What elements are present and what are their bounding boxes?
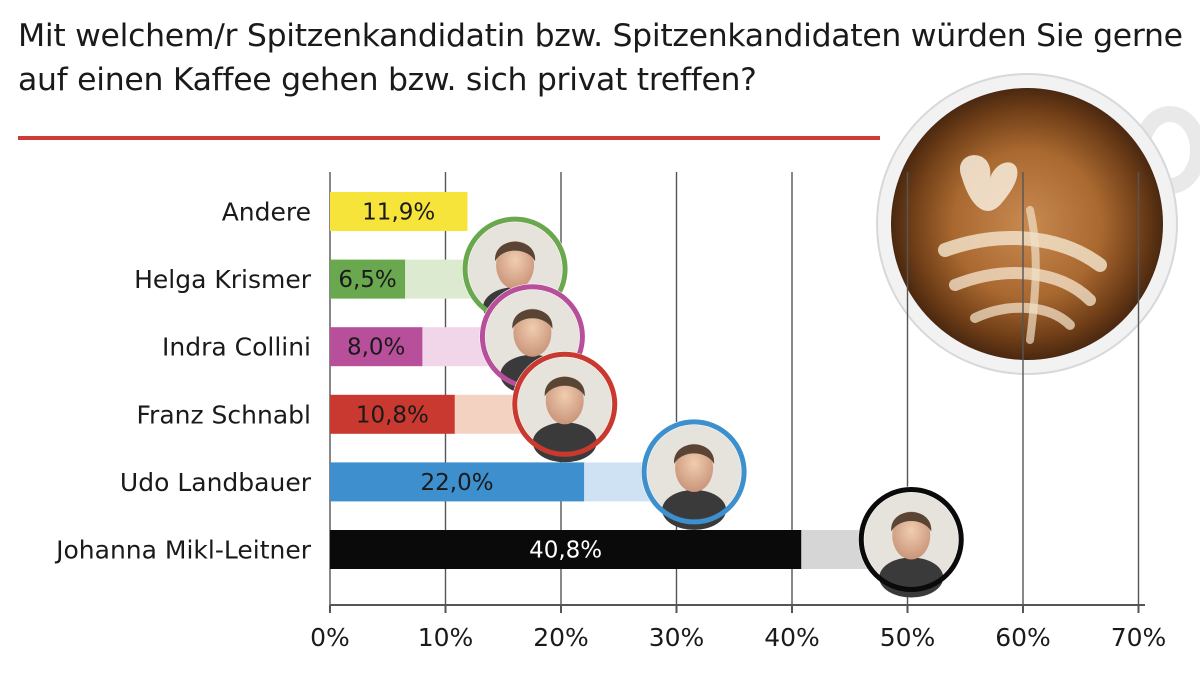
category-label: Indra Collini: [162, 333, 311, 362]
coffee-cup-image: [876, 73, 1200, 375]
category-label: Johanna Mikl-Leitner: [54, 536, 312, 565]
category-label: Udo Landbauer: [120, 468, 312, 497]
bars: Andere 11,9% Helga Krismer 6,5% Indra Collin…: [54, 192, 965, 598]
bar: [330, 462, 585, 502]
x-tick-label: 60%: [995, 623, 1051, 652]
x-axis-ticks: 0% 10% 20% 30% 40% 50% 60% 70%: [310, 605, 1166, 652]
bar-value-label: 10,8%: [356, 402, 429, 428]
bar-value-label: 6,5%: [338, 267, 396, 293]
bar-row: Franz Schnabl 10,8%: [136, 351, 618, 463]
bar-row: Udo Landbauer 22,0%: [120, 418, 748, 530]
bar-value-label: 8,0%: [347, 335, 405, 361]
portrait-johanna-mikl-leitner: [858, 486, 965, 598]
bar: [330, 192, 468, 231]
bar-value-label: 11,9%: [362, 200, 435, 226]
x-tick-label: 0%: [310, 623, 350, 652]
bar-value-label: 22,0%: [421, 470, 494, 496]
bar-row: Andere 11,9%: [222, 192, 468, 231]
title-divider: [18, 136, 880, 140]
chart-title: Mit welchem/r Spitzenkandidatin bzw. Spi…: [18, 18, 1183, 98]
bar: [330, 327, 423, 367]
x-tick-label: 20%: [533, 623, 589, 652]
x-tick-label: 10%: [418, 623, 474, 652]
bar-row: Johanna Mikl-Leitner 40,8%: [54, 486, 965, 598]
bar-value-label: 40,8%: [529, 538, 602, 564]
portrait-franz-schnabl: [511, 351, 618, 463]
x-tick-label: 50%: [880, 623, 936, 652]
bar: [330, 394, 455, 434]
x-tick-label: 40%: [764, 623, 820, 652]
category-label: Helga Krismer: [134, 265, 312, 294]
portrait-udo-landbauer: [641, 418, 748, 530]
bar: [330, 530, 802, 569]
x-tick-label: 70%: [1111, 623, 1167, 652]
bar: [330, 259, 406, 299]
x-tick-label: 30%: [649, 623, 705, 652]
category-label: Franz Schnabl: [136, 400, 311, 429]
category-label: Andere: [222, 198, 311, 227]
